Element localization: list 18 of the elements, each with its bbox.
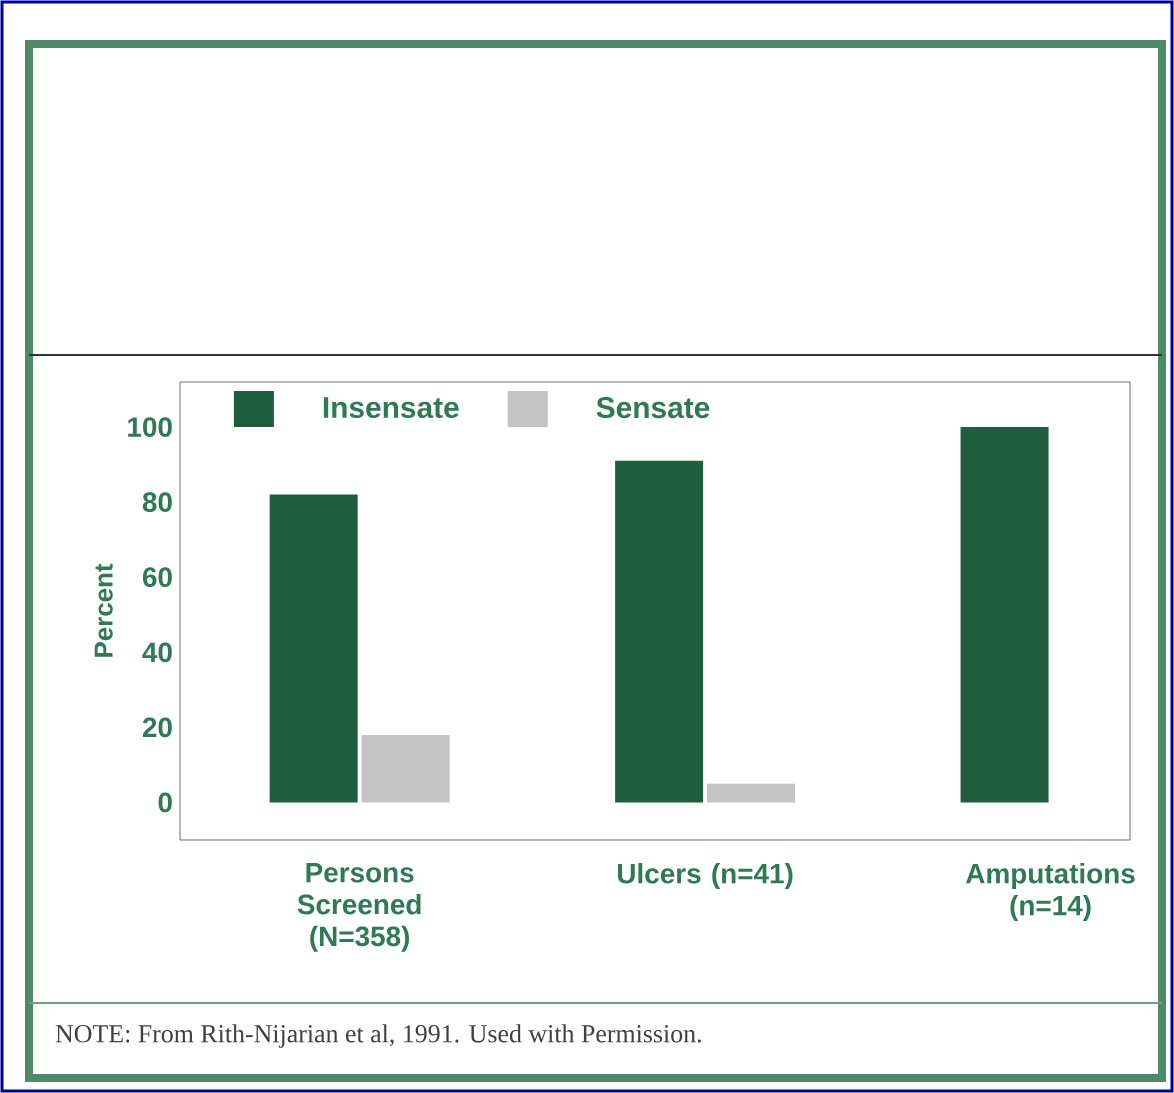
bar <box>960 427 1049 803</box>
bar <box>269 494 358 803</box>
legend-label: Sensate <box>596 397 710 419</box>
bar <box>707 783 796 803</box>
y-axis-title: Percent <box>94 563 113 657</box>
y-tick-label: 80 <box>142 492 172 513</box>
x-tick-label: Ulcers (n=41) <box>618 863 793 890</box>
y-tick-label: 20 <box>142 717 172 738</box>
text: NOTE: From Rith-Nijarian et al, 1991. Used with Permission. <box>55 1024 701 1048</box>
bar <box>615 460 704 803</box>
y-tick-label: 0 <box>158 792 172 813</box>
y-tick-label: 40 <box>142 642 172 663</box>
bar <box>361 734 450 803</box>
y-tick-label: 60 <box>142 567 172 588</box>
y-tick-label: 100 <box>128 417 172 437</box>
legend-label: Insensate <box>323 397 459 419</box>
x-tick-label: Persons Screened (N=358) <box>297 863 421 952</box>
x-tick-label: Amputations (n=14) <box>966 863 1135 921</box>
